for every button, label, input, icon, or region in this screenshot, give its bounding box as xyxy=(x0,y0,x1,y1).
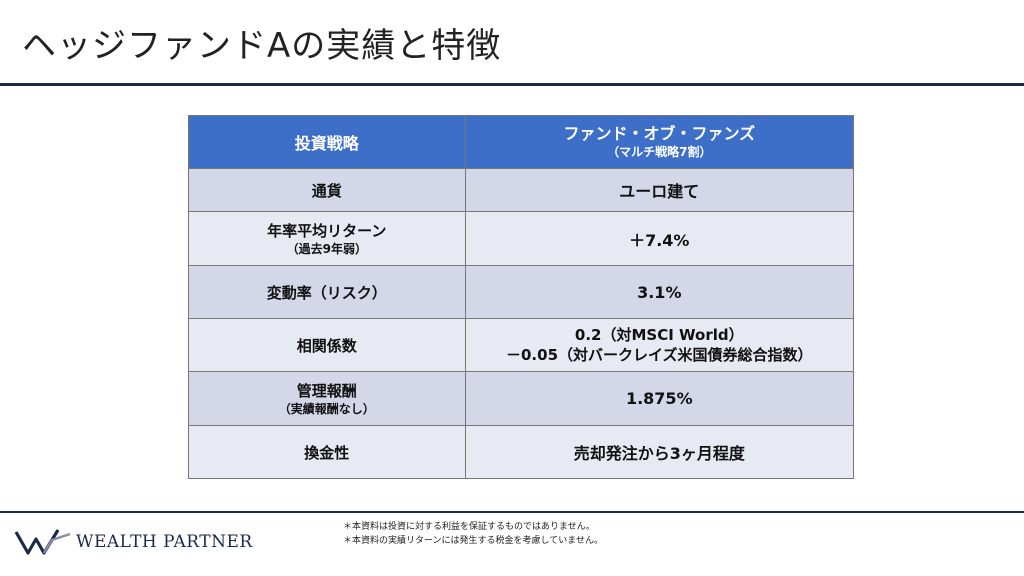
slide-title: ヘッジファンドAの実績と特徴 xyxy=(22,26,502,66)
table-row: 変動率（リスク） 3.1% xyxy=(188,265,855,319)
row-label: 管理報酬 （実績報酬なし） xyxy=(188,371,466,426)
header-label: 投資戦略 xyxy=(188,115,466,169)
row-value: 売却発注から3ヶ月程度 xyxy=(464,425,855,479)
row-label: 通貨 xyxy=(188,168,466,212)
row-label: 相関係数 xyxy=(188,318,466,372)
table-row: 相関係数 0.2（対MSCI World） －0.05（対バークレイズ米国債券総… xyxy=(188,318,855,372)
row-label-sub: （過去9年弱） xyxy=(286,241,367,256)
table-header-row: 投資戦略 ファンド・オブ・ファンズ （マルチ戦略7割） xyxy=(188,115,855,169)
footer-divider xyxy=(0,511,1024,513)
table-row: 年率平均リターン （過去9年弱） ＋7.4% xyxy=(188,211,855,266)
row-value: 0.2（対MSCI World） －0.05（対バークレイズ米国債券総合指数） xyxy=(464,318,855,372)
fund-table: 投資戦略 ファンド・オブ・ファンズ （マルチ戦略7割） 通貨 ユーロ建て 年率平… xyxy=(188,115,855,479)
header-value: ファンド・オブ・ファンズ （マルチ戦略7割） xyxy=(464,115,855,169)
title-divider xyxy=(0,83,1024,86)
row-value: 3.1% xyxy=(464,265,855,319)
disclaimer-notes: ＊本資料は投資に対する利益を保証するものではありません。 ＊本資料の実績リターン… xyxy=(343,520,603,548)
company-logo: WEALTH PARTNER xyxy=(14,528,253,556)
row-value: 1.875% xyxy=(464,371,855,426)
row-label: 年率平均リターン （過去9年弱） xyxy=(188,211,466,266)
row-value: ＋7.4% xyxy=(464,211,855,266)
header-value-sub: （マルチ戦略7割） xyxy=(607,145,712,159)
row-value-line1: 0.2（対MSCI World） xyxy=(574,326,744,344)
row-label-main: 管理報酬 xyxy=(296,381,357,400)
row-label-main: 年率平均リターン xyxy=(267,221,387,240)
disclaimer-line: ＊本資料は投資に対する利益を保証するものではありません。 xyxy=(343,522,595,532)
table-row: 換金性 売却発注から3ヶ月程度 xyxy=(188,425,855,479)
row-label-sub: （実績報酬なし） xyxy=(278,401,375,416)
row-value-line2: －0.05（対バークレイズ米国債券総合指数） xyxy=(506,346,813,364)
header-value-main: ファンド・オブ・ファンズ xyxy=(563,124,756,143)
table-row: 管理報酬 （実績報酬なし） 1.875% xyxy=(188,371,855,426)
row-label: 換金性 xyxy=(188,425,466,479)
row-label: 変動率（リスク） xyxy=(188,265,466,319)
disclaimer-line: ＊本資料の実績リターンには発生する税金を考慮していません。 xyxy=(343,536,604,546)
table-row: 通貨 ユーロ建て xyxy=(188,168,855,212)
logo-text: WEALTH PARTNER xyxy=(76,532,253,552)
row-value: ユーロ建て xyxy=(464,168,855,212)
wealth-partner-logo-icon xyxy=(14,529,71,555)
